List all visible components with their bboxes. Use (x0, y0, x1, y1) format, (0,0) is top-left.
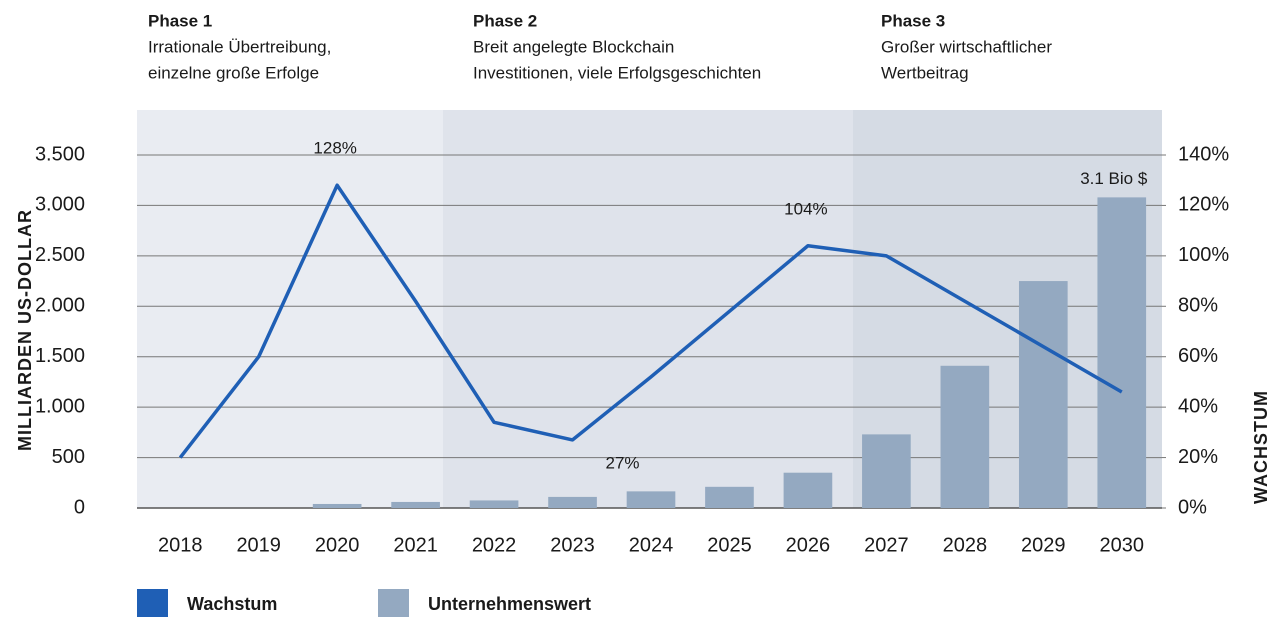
phase-title: Phase 1 (148, 11, 212, 30)
legend-label: Wachstum (187, 594, 277, 614)
y-tick-label: 0 (74, 496, 85, 518)
phase-description: Irrationale Übertreibung, (148, 37, 331, 56)
x-tick-label: 2021 (393, 534, 438, 556)
y-tick-label: 3.000 (35, 194, 85, 216)
bar (783, 472, 833, 508)
y-tick-label: 3.500 (35, 143, 85, 165)
bar (548, 496, 597, 508)
line (178, 183, 1123, 459)
bar (1097, 197, 1147, 509)
phase-2-bg (443, 110, 853, 508)
phase-description: Wertbeitrag (881, 63, 969, 82)
bar (312, 503, 362, 508)
legend-swatch (378, 589, 409, 617)
x-tick-label: 2026 (786, 534, 831, 556)
x-tick-label: 2028 (943, 534, 988, 556)
bar (862, 434, 911, 508)
y-tick-label: 500 (52, 446, 85, 468)
y2-tick-label: 120% (1178, 194, 1229, 216)
x-tick-label: 2030 (1100, 534, 1145, 556)
x-tick-label: 2019 (236, 534, 281, 556)
y2-tick-label: 60% (1178, 345, 1218, 367)
phase-description: einzelne große Erfolge (148, 63, 319, 82)
bar (705, 486, 754, 508)
x-tick-label: 2018 (158, 534, 203, 556)
x-tick-label: 2023 (550, 534, 595, 556)
bar (940, 365, 990, 508)
y2-tick-label: 100% (1178, 244, 1229, 266)
x-tick-label: 2027 (864, 534, 909, 556)
legend-label: Unternehmenswert (428, 594, 591, 614)
y-tick-label: 2.500 (35, 244, 85, 266)
y2-tick-label: 140% (1178, 143, 1229, 165)
x-tick-label: 2025 (707, 534, 752, 556)
x-tick-label: 2024 (629, 534, 674, 556)
y2-tick-label: 0% (1178, 496, 1207, 518)
y2-tick-label: 80% (1178, 295, 1218, 317)
phase-description: Großer wirtschaftlicher (881, 37, 1052, 56)
bar (391, 501, 440, 508)
x-tick-label: 2022 (472, 534, 517, 556)
phase-description: Breit angelegte Blockchain (473, 37, 674, 56)
x-tick-label: 2029 (1021, 534, 1066, 556)
value-label: 3.1 Bio $ (1080, 169, 1148, 188)
y-axis-label: MILLIARDEN US-DOLLAR (15, 209, 35, 451)
y-tick-label: 1.500 (35, 345, 85, 367)
value-label: 104% (784, 199, 827, 218)
phase-description: Investitionen, viele Erfolgsgeschichten (473, 63, 761, 82)
phase-1-bg (137, 110, 443, 508)
value-label: 27% (606, 453, 640, 472)
y2-axis-label: WACHSTUM (1251, 390, 1271, 504)
y2-tick-label: 40% (1178, 395, 1218, 417)
value-label: 128% (313, 139, 356, 158)
bar (469, 500, 519, 508)
x-tick-label: 2020 (315, 534, 360, 556)
bar (626, 491, 676, 508)
y2-tick-label: 20% (1178, 446, 1218, 468)
y-tick-label: 2.000 (35, 295, 85, 317)
y-tick-label: 1.000 (35, 395, 85, 417)
bar (1018, 281, 1068, 508)
phase-title: Phase 3 (881, 11, 945, 30)
legend-swatch (137, 589, 168, 617)
phase-title: Phase 2 (473, 11, 537, 30)
